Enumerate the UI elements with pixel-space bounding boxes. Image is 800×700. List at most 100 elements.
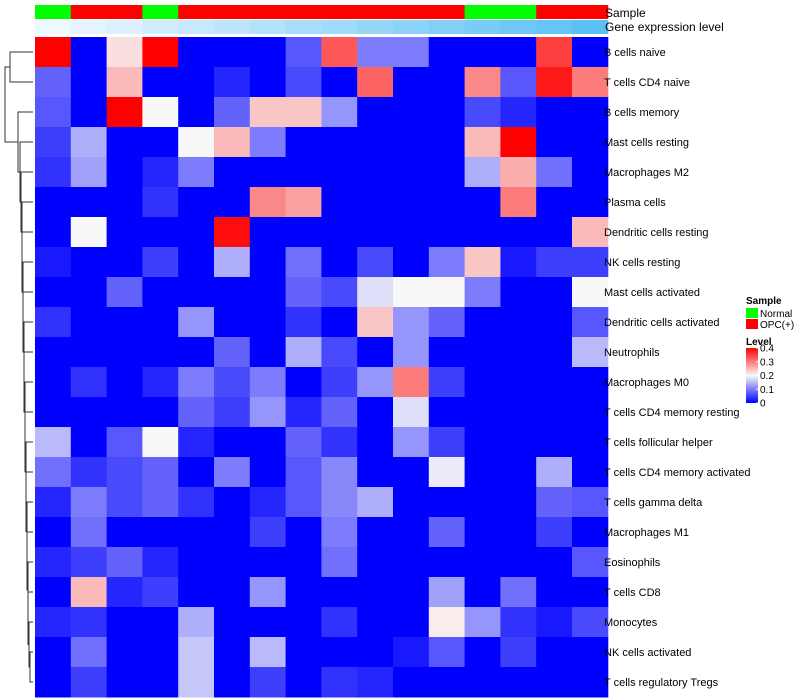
sample-annotation-cell (70, 5, 108, 19)
legend-level-ticks: 0.4 0.3 0.2 0.1 0 (756, 344, 774, 410)
row-label: Macrophages M1 (604, 527, 689, 539)
heatmap-cell (285, 217, 322, 248)
heatmap-cell (70, 397, 108, 428)
heatmap-cell (572, 577, 609, 608)
legend-tick-label: 0 (760, 399, 766, 410)
heatmap-cell (536, 427, 573, 458)
heatmap-cell (35, 517, 72, 548)
heatmap-cell (464, 157, 501, 188)
heatmap-cell (35, 427, 72, 458)
heatmap-cell (285, 427, 322, 458)
heatmap-cell (321, 307, 358, 338)
heatmap-cell (106, 97, 143, 128)
heatmap-cell (572, 97, 609, 128)
heatmap-cell (393, 637, 430, 668)
row-label: Mast cells activated (604, 287, 700, 299)
heatmap-cell (178, 97, 215, 128)
heatmap-cell (249, 97, 287, 128)
dendrogram-branch (4, 66, 18, 143)
heatmap-cell (285, 337, 322, 368)
heatmap-cell (285, 397, 322, 428)
heatmap-cell (464, 37, 501, 68)
heatmap-cell (393, 187, 430, 218)
heatmap-cell (536, 37, 573, 68)
dendrogram-branch (23, 321, 33, 382)
heatmap-cell (142, 667, 179, 698)
heatmap-cell (35, 367, 72, 398)
heatmap-cell (536, 397, 573, 428)
heatmap-cell (572, 517, 609, 548)
heatmap-cell (500, 487, 537, 518)
heatmap-cell (428, 517, 466, 548)
heatmap-cell (393, 67, 430, 98)
heatmap-cell (285, 97, 322, 128)
heatmap-cell (393, 577, 430, 608)
heatmap-cell (249, 517, 287, 548)
heatmap-cell (178, 67, 215, 98)
heatmap-cell (357, 307, 394, 338)
legend-sample-label: Normal (760, 309, 792, 320)
heatmap-cell (249, 427, 287, 458)
heatmap-cell (428, 217, 466, 248)
heatmap-cell (142, 457, 179, 488)
expression-annotation-cell (464, 20, 501, 34)
heatmap-cell (357, 427, 394, 458)
row-label: Plasma cells (604, 197, 666, 209)
heatmap-cell (35, 247, 72, 278)
sample-annotation-cell (572, 5, 609, 19)
legend-swatch (746, 319, 758, 329)
dendrogram-branch (21, 201, 33, 262)
heatmap-cell (428, 607, 466, 638)
heatmap-cell (536, 127, 573, 158)
legend-tick-label: 0.1 (760, 385, 774, 396)
heatmap-cell (572, 397, 609, 428)
heatmap-cell (106, 667, 143, 698)
heatmap-cell (572, 337, 609, 368)
heatmap-cell (572, 547, 609, 578)
row-label: Eosinophils (604, 557, 661, 569)
sample-annotation-cell (106, 5, 143, 19)
heatmap-cell (214, 457, 251, 488)
heatmap-cell (500, 367, 537, 398)
heatmap-cell (357, 187, 394, 218)
heatmap-cell (214, 397, 251, 428)
sample-annotation-cell (285, 5, 322, 19)
legend-tick-label: 0.4 (760, 344, 774, 355)
heatmap-cell (536, 187, 573, 218)
heatmap-cell (249, 217, 287, 248)
heatmap-cell (464, 337, 501, 368)
heatmap-cell (321, 487, 358, 518)
heatmap-cell (500, 277, 537, 308)
expression-annotation-cell (536, 20, 573, 34)
heatmap-cell (572, 487, 609, 518)
heatmap-cell (464, 457, 501, 488)
heatmap-cell (572, 427, 609, 458)
heatmap-cell (178, 487, 215, 518)
heatmap-cell (536, 637, 573, 668)
heatmap-cell (536, 517, 573, 548)
dendrogram-branch (24, 381, 33, 442)
heatmap-cells (35, 37, 609, 698)
sample-annotation-label: Sample (605, 6, 646, 20)
heatmap-cell (214, 247, 251, 278)
heatmap-cell (464, 97, 501, 128)
heatmap-cell (536, 487, 573, 518)
heatmap-cell (35, 397, 72, 428)
heatmap-cell (464, 487, 501, 518)
heatmap-cell (70, 307, 108, 338)
expression-annotation-cell (35, 20, 72, 34)
heatmap-cell (35, 457, 72, 488)
heatmap-cell (393, 157, 430, 188)
heatmap-cell (357, 667, 394, 698)
heatmap-cell (178, 457, 215, 488)
heatmap-cell (70, 97, 108, 128)
heatmap-cell (464, 427, 501, 458)
heatmap-cell (536, 247, 573, 278)
heatmap-cell (106, 397, 143, 428)
legend-sample-label: OPC(+) (760, 320, 794, 331)
heatmap-cell (357, 277, 394, 308)
heatmap-cell (106, 277, 143, 308)
sample-annotation-cell (428, 5, 466, 19)
heatmap-cell (393, 127, 430, 158)
